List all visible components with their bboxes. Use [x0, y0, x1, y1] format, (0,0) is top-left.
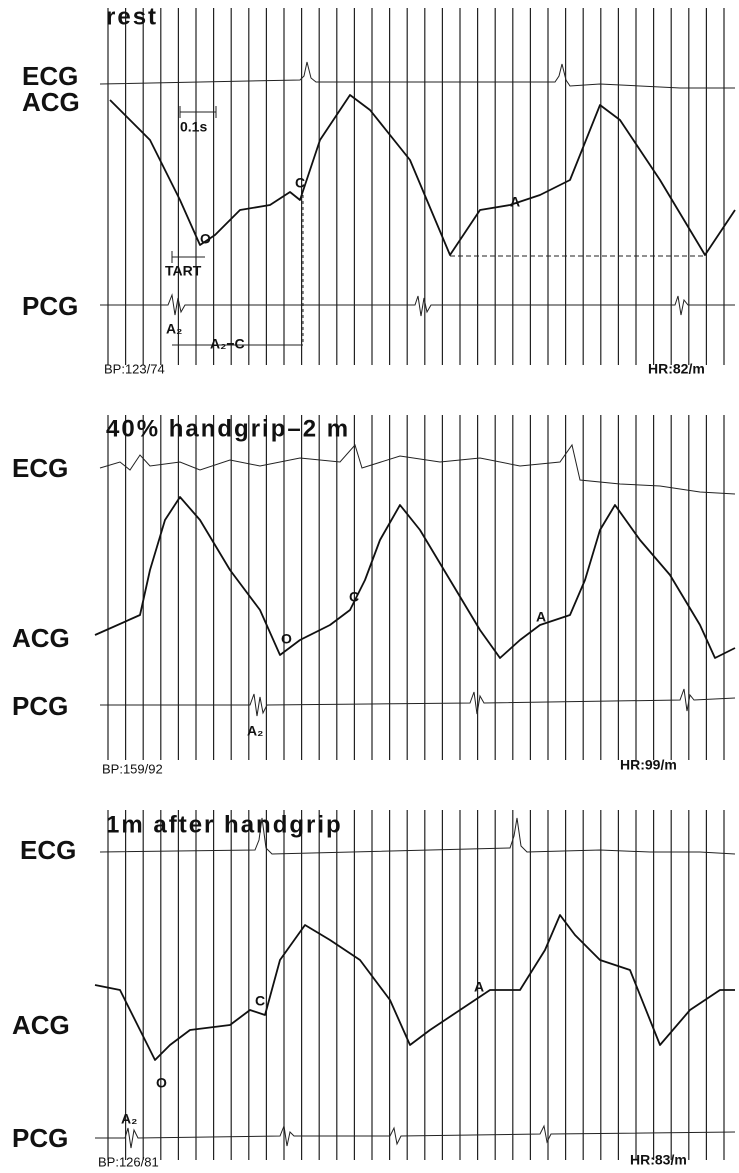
pcg-label: PCG [12, 691, 68, 721]
panel-title: 40% handgrip–2 m [106, 415, 350, 442]
chart-paper-lines [107, 8, 725, 1160]
ecg-label: ECG [12, 453, 68, 483]
a-label: A [474, 979, 484, 995]
a-label: A [536, 609, 546, 625]
c-label: C [255, 993, 265, 1009]
hr-label: HR:82/m [648, 361, 705, 377]
hr-label: HR:83/m [630, 1152, 687, 1168]
hr-label: HR:99/m [620, 757, 677, 773]
c-label: C [295, 175, 305, 191]
a2c-label: A₂−C [210, 336, 245, 352]
acg-label: ACG [22, 87, 80, 117]
scale-label: 0.1s [180, 119, 207, 135]
acg-label: ACG [12, 1010, 70, 1040]
panel-title: 1m after handgrip [106, 811, 343, 838]
tart-label: TART [165, 263, 202, 279]
ecg-trace [99, 817, 736, 855]
a2-label: A₂ [247, 723, 263, 739]
ecg-label: ECG [20, 835, 76, 865]
ecg-label: ECG [22, 61, 78, 91]
bp-label: BP:159/92 [102, 761, 163, 776]
ecg-trace [99, 443, 736, 495]
bp-label: BP:123/74 [104, 361, 165, 376]
c-label: C [349, 589, 359, 605]
acg-trace [94, 914, 735, 1061]
pcg-label: PCG [12, 1123, 68, 1153]
bp-label: BP:126/81 [98, 1154, 159, 1169]
acg-trace [94, 496, 736, 659]
acg-trace [109, 94, 736, 256]
a2-label: A₂ [121, 1111, 137, 1127]
pcg-trace [95, 1124, 736, 1149]
pcg-trace [100, 293, 735, 317]
scale-bar [179, 106, 217, 118]
ecg-trace [99, 61, 735, 89]
a2-label: A₂ [166, 321, 182, 337]
o-label: O [281, 631, 292, 647]
a-label: A [510, 194, 520, 210]
panel-title: rest [106, 3, 158, 30]
pcg-trace [100, 688, 736, 717]
acg-label: ACG [12, 623, 70, 653]
pcg-label: PCG [22, 291, 78, 321]
o-label: O [200, 231, 211, 247]
tart-bar [171, 251, 205, 263]
o-label: O [156, 1075, 167, 1091]
